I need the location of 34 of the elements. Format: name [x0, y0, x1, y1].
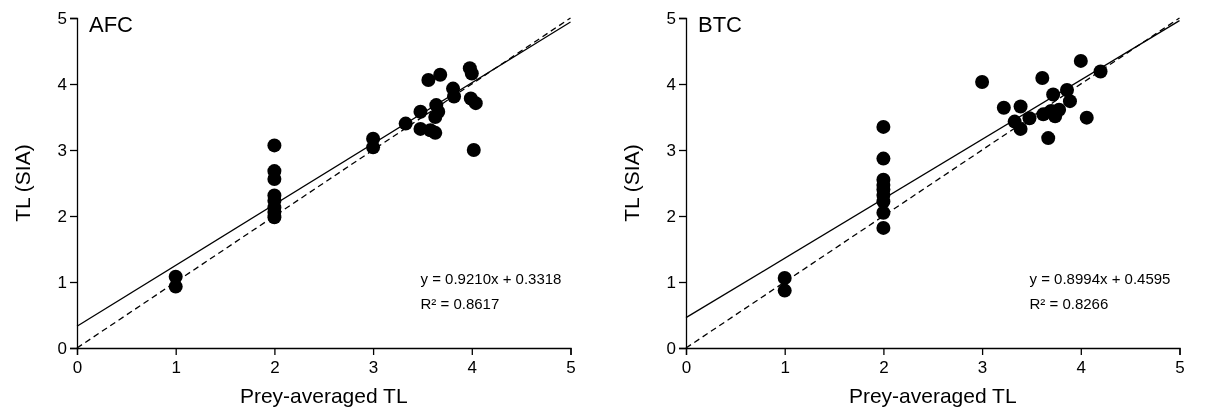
annotation: y = 0.9210x + 0.3318 — [420, 270, 562, 287]
y-tick-label: 5 — [666, 8, 676, 28]
y-tick-label: 4 — [666, 74, 676, 94]
y-tick-label: 1 — [666, 272, 676, 292]
x-axis-title: Prey-averaged TL — [239, 384, 408, 407]
x-tick-label: 4 — [1076, 358, 1086, 378]
y-axis-title: TL (SIA) — [11, 144, 34, 222]
annotation: y = 0.8994x + 0.4595 — [1029, 270, 1170, 287]
x-tick-label: 2 — [270, 358, 280, 378]
y-tick-label: 1 — [57, 272, 67, 292]
y-tick-label: 2 — [57, 206, 67, 226]
x-tick-label: 3 — [977, 358, 987, 378]
y-tick-label: 5 — [57, 8, 67, 28]
chart-title: BTC — [697, 11, 742, 37]
y-tick-label: 3 — [57, 140, 67, 160]
annotation: R² = 0.8617 — [420, 295, 500, 312]
x-tick-label: 5 — [566, 358, 576, 378]
x-tick-label: 5 — [1174, 358, 1185, 378]
y-tick-label: 2 — [666, 206, 676, 226]
y-tick-label: 4 — [57, 74, 67, 94]
x-tick-label: 0 — [681, 358, 691, 378]
x-tick-label: 0 — [72, 358, 83, 378]
chart-title: AFC — [89, 11, 134, 37]
x-tick-label: 3 — [368, 358, 379, 378]
x-axis-title: Prey-averaged TL — [848, 384, 1017, 407]
x-tick-label: 1 — [779, 358, 790, 378]
y-axis-title: TL (SIA) — [619, 144, 643, 222]
x-tick-label: 1 — [171, 358, 181, 378]
y-tick-label: 3 — [666, 140, 676, 160]
x-tick-label: 4 — [467, 358, 478, 378]
annotation: R² = 0.8266 — [1029, 295, 1108, 312]
y-tick-label: 0 — [57, 338, 67, 358]
x-tick-label: 2 — [878, 358, 889, 378]
y-tick-label: 0 — [666, 338, 676, 358]
